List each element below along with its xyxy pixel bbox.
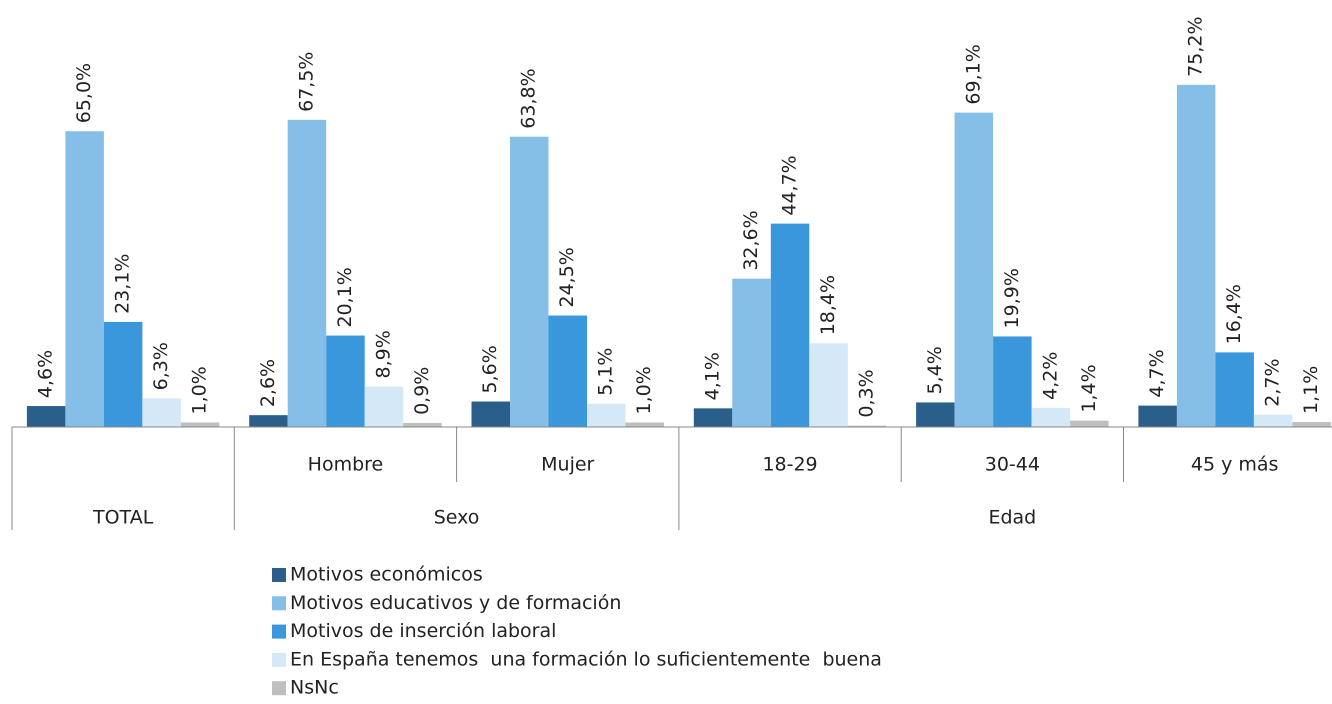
bar bbox=[1138, 405, 1177, 427]
data-label: 5,1% bbox=[595, 348, 617, 396]
x-tick-label: Mujer bbox=[541, 454, 594, 476]
data-label: 44,7% bbox=[779, 155, 801, 215]
legend-swatch bbox=[272, 568, 286, 582]
data-label: 19,9% bbox=[1001, 268, 1023, 328]
bar bbox=[847, 425, 887, 427]
data-label: 0,9% bbox=[411, 367, 433, 415]
data-label: 16,4% bbox=[1223, 284, 1245, 344]
bar bbox=[1031, 407, 1071, 427]
legend-swatch bbox=[272, 596, 286, 611]
data-label: 1,4% bbox=[1078, 364, 1100, 412]
data-label: 5,4% bbox=[924, 346, 946, 394]
legend-label: Motivos de inserción laboral bbox=[290, 620, 556, 642]
data-label: 0,3% bbox=[856, 369, 878, 417]
bar bbox=[954, 112, 994, 427]
bar bbox=[249, 415, 288, 427]
data-label: 4,2% bbox=[1039, 352, 1061, 400]
data-label: 24,5% bbox=[556, 247, 578, 307]
data-label: 2,7% bbox=[1262, 358, 1284, 406]
bar bbox=[548, 315, 587, 427]
data-label: 4,1% bbox=[702, 352, 724, 400]
bar bbox=[103, 321, 143, 427]
bar bbox=[587, 403, 626, 427]
data-label: 23,1% bbox=[112, 254, 134, 314]
data-label: 4,6% bbox=[35, 350, 57, 398]
bar bbox=[26, 406, 66, 427]
data-label: 32,6% bbox=[740, 210, 762, 270]
bar bbox=[364, 386, 404, 427]
data-label: 1,0% bbox=[189, 366, 211, 414]
data-label: 8,9% bbox=[372, 330, 394, 378]
group-label: Edad bbox=[988, 507, 1036, 529]
data-label: 4,7% bbox=[1146, 349, 1168, 397]
legend-swatch bbox=[272, 652, 286, 667]
data-label: 75,2% bbox=[1185, 16, 1207, 76]
bar bbox=[180, 422, 220, 427]
bar bbox=[1176, 84, 1216, 427]
bar bbox=[770, 223, 810, 427]
bar bbox=[693, 408, 733, 427]
bar bbox=[326, 335, 365, 427]
data-label: 6,3% bbox=[150, 342, 172, 390]
bar bbox=[142, 398, 181, 427]
x-tick-label: 45 y más bbox=[1191, 454, 1279, 476]
x-tick-label: 30-44 bbox=[985, 454, 1040, 476]
legend-swatch bbox=[272, 624, 286, 639]
bar bbox=[65, 131, 104, 427]
x-tick-label: Hombre bbox=[308, 454, 384, 476]
bar bbox=[403, 422, 442, 427]
legend-label: Motivos económicos bbox=[290, 564, 483, 586]
bar bbox=[287, 119, 327, 427]
data-label: 1,1% bbox=[1300, 366, 1322, 414]
bar bbox=[1070, 420, 1109, 427]
bar bbox=[732, 278, 771, 427]
data-label: 5,6% bbox=[479, 345, 501, 393]
legend-label: Motivos educativos y de formación bbox=[290, 592, 621, 614]
group-label: Sexo bbox=[434, 507, 480, 529]
data-label: 18,4% bbox=[817, 275, 839, 335]
legend-label: NsNc bbox=[290, 677, 339, 699]
data-label: 63,8% bbox=[518, 68, 540, 128]
bar bbox=[1253, 414, 1293, 427]
data-label: 67,5% bbox=[295, 52, 317, 112]
bar bbox=[471, 401, 510, 427]
group-label: TOTAL bbox=[92, 507, 154, 529]
data-label: 1,0% bbox=[633, 366, 655, 414]
legend-swatch bbox=[272, 681, 286, 696]
bar bbox=[916, 402, 955, 427]
data-label: 65,0% bbox=[73, 63, 95, 123]
legend-label: En España tenemos una formación lo sufic… bbox=[290, 648, 882, 670]
data-label: 20,1% bbox=[334, 267, 356, 327]
x-tick-label: 18-29 bbox=[762, 454, 817, 476]
bar bbox=[1215, 352, 1254, 427]
data-label: 2,6% bbox=[257, 359, 279, 407]
bar bbox=[510, 136, 549, 427]
data-label: 69,1% bbox=[962, 44, 984, 104]
bar bbox=[1292, 421, 1331, 427]
bar bbox=[993, 336, 1032, 427]
bar bbox=[809, 343, 848, 427]
bar bbox=[625, 422, 664, 427]
